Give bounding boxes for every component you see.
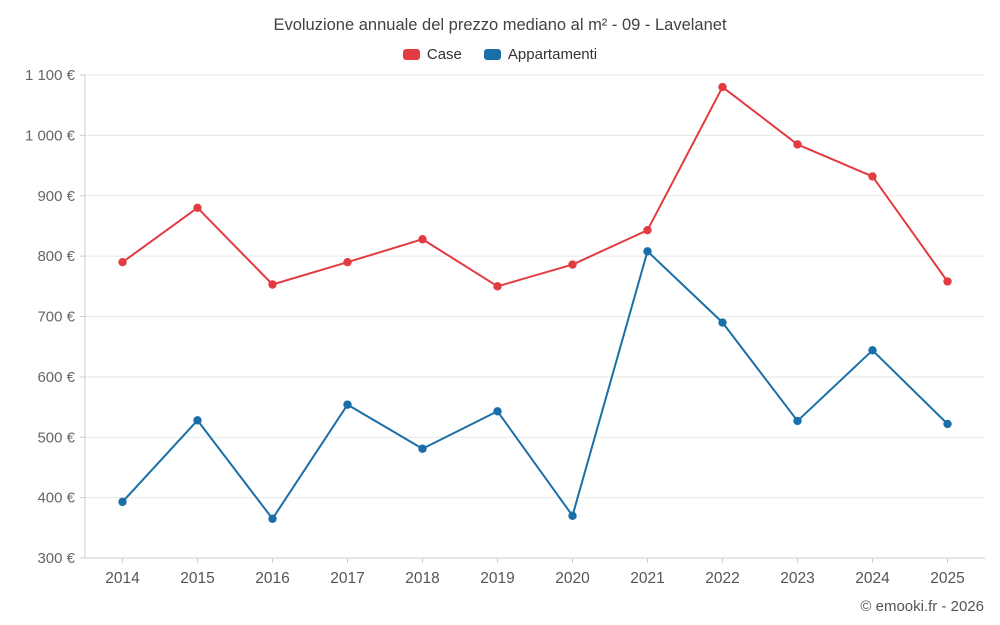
series-point-appartamenti[interactable] [943, 419, 952, 429]
series-point-appartamenti[interactable] [868, 346, 877, 355]
chart-legend: Case Appartamenti [0, 46, 1000, 63]
x-tick-label: 2015 [180, 570, 214, 587]
x-tick-label: 2023 [780, 570, 814, 587]
appartamenti-legend-label: Appartamenti [507, 46, 598, 63]
x-tick-label: 2021 [630, 570, 664, 587]
series-point-appartamenti[interactable] [718, 318, 727, 327]
series-point-appartamenti[interactable] [418, 444, 427, 453]
legend-item-case[interactable]: Case [402, 46, 462, 63]
series-point-appartamenti[interactable] [343, 400, 352, 409]
series-point-case[interactable] [418, 235, 427, 244]
x-tick-label: 2020 [555, 570, 590, 587]
series-point-case[interactable] [718, 82, 727, 92]
y-tick-label: 1 000 € [25, 127, 76, 144]
x-tick-label: 2019 [480, 570, 514, 587]
case-legend-swatch [402, 49, 420, 60]
y-tick-label: 900 € [37, 188, 75, 205]
chart-title: Evoluzione annuale del prezzo mediano al… [273, 16, 727, 34]
x-tick-label: 2024 [855, 570, 890, 587]
series-point-appartamenti[interactable] [193, 416, 202, 425]
x-tick-label: 2022 [705, 570, 739, 587]
series-line-appartamenti [121, 250, 949, 520]
y-tick-label: 1 100 € [25, 67, 76, 84]
series-point-appartamenti[interactable] [268, 514, 277, 523]
x-tick-label: 2025 [930, 570, 964, 587]
series-line-case [121, 86, 949, 288]
y-tick-label: 800 € [37, 248, 75, 265]
series-point-case[interactable] [568, 260, 577, 269]
series-point-appartamenti[interactable] [568, 511, 577, 520]
x-tick-label: 2017 [330, 570, 364, 587]
series-point-appartamenti[interactable] [118, 497, 127, 507]
case-legend-label: Case [426, 46, 462, 63]
series-point-case[interactable] [268, 280, 277, 289]
legend-item-appartamenti[interactable]: Appartamenti [483, 46, 598, 63]
x-tick-label: 2016 [255, 570, 289, 587]
appartamenti-legend-swatch [483, 49, 501, 60]
y-tick-label: 500 € [37, 429, 75, 446]
series-point-case[interactable] [118, 257, 127, 267]
series-point-appartamenti[interactable] [793, 416, 802, 426]
series-point-case[interactable] [793, 140, 802, 149]
y-tick-label: 600 € [37, 369, 75, 386]
series-point-case[interactable] [943, 277, 952, 286]
x-tick-label: 2018 [405, 570, 439, 587]
series-point-appartamenti[interactable] [643, 247, 652, 256]
y-tick-label: 300 € [37, 550, 75, 567]
series-point-case[interactable] [193, 203, 202, 213]
y-tick-label: 400 € [37, 490, 75, 507]
x-tick-label: 2014 [105, 570, 140, 587]
series-point-case[interactable] [493, 282, 502, 291]
chart-footer-credit: © emooki.fr - 2026 [860, 598, 984, 615]
series-point-case[interactable] [868, 172, 877, 181]
y-tick-label: 700 € [37, 309, 75, 326]
series-point-case[interactable] [643, 225, 652, 235]
series-point-appartamenti[interactable] [493, 407, 502, 416]
series-point-case[interactable] [343, 257, 352, 267]
